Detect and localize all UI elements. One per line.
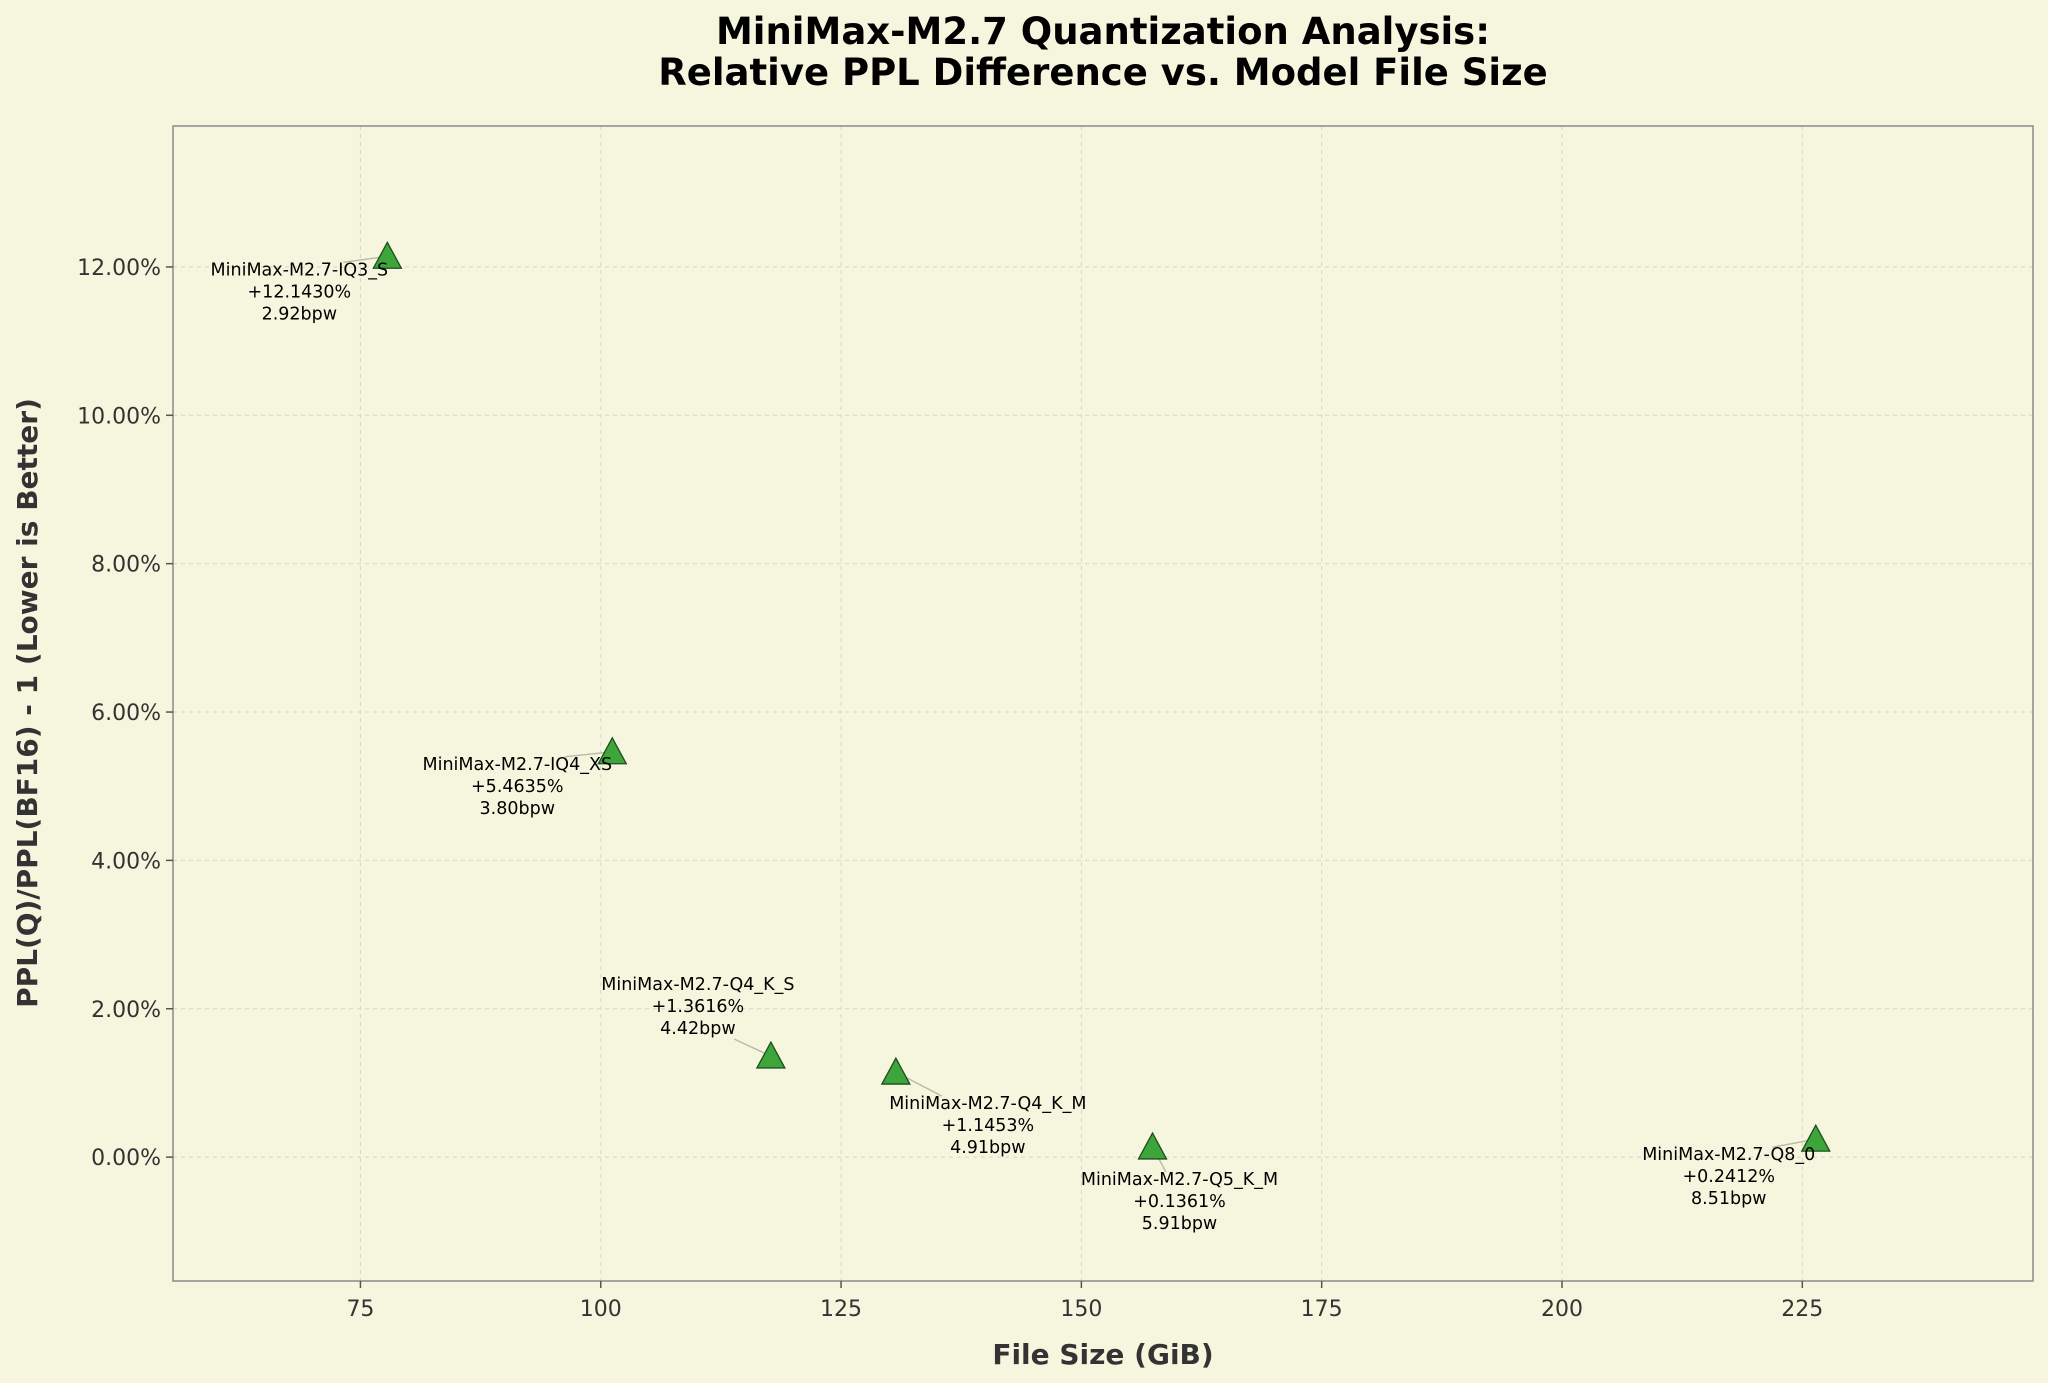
- data-point-annotation-line: +5.4635%: [471, 777, 564, 797]
- data-point-annotation-line: MiniMax-M2.7-Q5_K_M: [1081, 1170, 1278, 1190]
- data-point-annotation-line: MiniMax-M2.7-IQ4_XS: [422, 755, 612, 775]
- x-tick-label: 125: [820, 1297, 862, 1322]
- data-point-triangle: [1800, 1123, 1831, 1152]
- chart-title-line-2: Relative PPL Difference vs. Model File S…: [658, 51, 1547, 94]
- data-point-annotation-line: MiniMax-M2.7-Q4_K_M: [889, 1094, 1086, 1114]
- data-point-annotation-line: 4.91bpw: [950, 1138, 1026, 1158]
- data-point-annotation-line: MiniMax-M2.7-IQ3_S: [211, 260, 389, 280]
- y-tick-label: 0.00%: [91, 1146, 161, 1171]
- data-point-triangle: [597, 736, 628, 765]
- data-point-annotation-line: MiniMax-M2.7-Q4_K_S: [601, 975, 794, 995]
- data-point-annotation-line: MiniMax-M2.7-Q8_0: [1642, 1145, 1815, 1165]
- data-annotations: MiniMax-M2.7-IQ3_S+12.1430%2.92bpw MiniMa…: [211, 260, 1816, 1234]
- y-tick-label: 12.00%: [77, 256, 161, 281]
- x-axis-label: File Size (GiB): [992, 1338, 1213, 1371]
- grid: [173, 126, 2033, 1281]
- axis-ticks: 75 100 125 150 175 200 225 0.00% 2.00% 4.00% 6.00%…: [77, 256, 1823, 1322]
- x-tick-label: 225: [1781, 1297, 1823, 1322]
- x-tick-label: 75: [346, 1297, 374, 1322]
- data-point-annotation-line: 8.51bpw: [1691, 1189, 1767, 1209]
- y-tick-label: 2.00%: [91, 998, 161, 1023]
- x-tick-label: 175: [1301, 1297, 1343, 1322]
- data-point-triangle: [1137, 1131, 1168, 1160]
- data-point-annotation-line: +0.2412%: [1682, 1167, 1775, 1187]
- y-tick-label: 8.00%: [91, 553, 161, 578]
- data-point-annotation-line: 4.42bpw: [660, 1019, 736, 1039]
- y-tick-label: 6.00%: [91, 701, 161, 726]
- data-point-annotation-line: 2.92bpw: [262, 304, 338, 324]
- data-point-annotation-line: +0.1361%: [1133, 1192, 1226, 1212]
- data-point-annotation-line: 3.80bpw: [480, 799, 556, 819]
- x-tick-label: 150: [1060, 1297, 1102, 1322]
- data-point-triangle: [372, 240, 403, 269]
- data-point-annotation-line: +12.1430%: [248, 282, 352, 302]
- data-point-annotation-line: +1.1453%: [942, 1116, 1035, 1136]
- data-markers: [372, 240, 1831, 1160]
- data-point-annotation-line: +1.3616%: [652, 997, 745, 1017]
- y-tick-label: 10.00%: [77, 404, 161, 429]
- plot-frame: [172, 125, 2034, 1282]
- data-point-annotation-line: 5.91bpw: [1142, 1214, 1218, 1234]
- y-axis-label: PPL(Q)/PPL(BF16) - 1 (Lower is Better): [11, 398, 44, 1008]
- y-tick-label: 4.00%: [91, 849, 161, 874]
- x-tick-label: 200: [1541, 1297, 1583, 1322]
- data-point-triangle: [755, 1040, 786, 1069]
- data-point-triangle: [880, 1056, 911, 1085]
- x-tick-label: 100: [580, 1297, 622, 1322]
- chart-title-line-1: MiniMax-M2.7 Quantization Analysis:: [716, 10, 1490, 53]
